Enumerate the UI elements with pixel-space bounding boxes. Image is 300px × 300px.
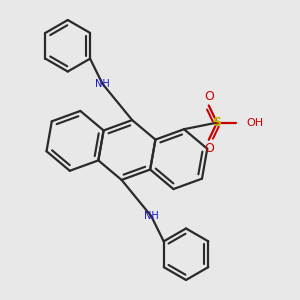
Text: O: O [204, 142, 214, 155]
Text: OH: OH [247, 118, 264, 128]
Text: NH: NH [144, 211, 159, 221]
Text: S: S [212, 116, 221, 129]
Text: O: O [204, 90, 214, 103]
Text: NH: NH [95, 79, 110, 89]
